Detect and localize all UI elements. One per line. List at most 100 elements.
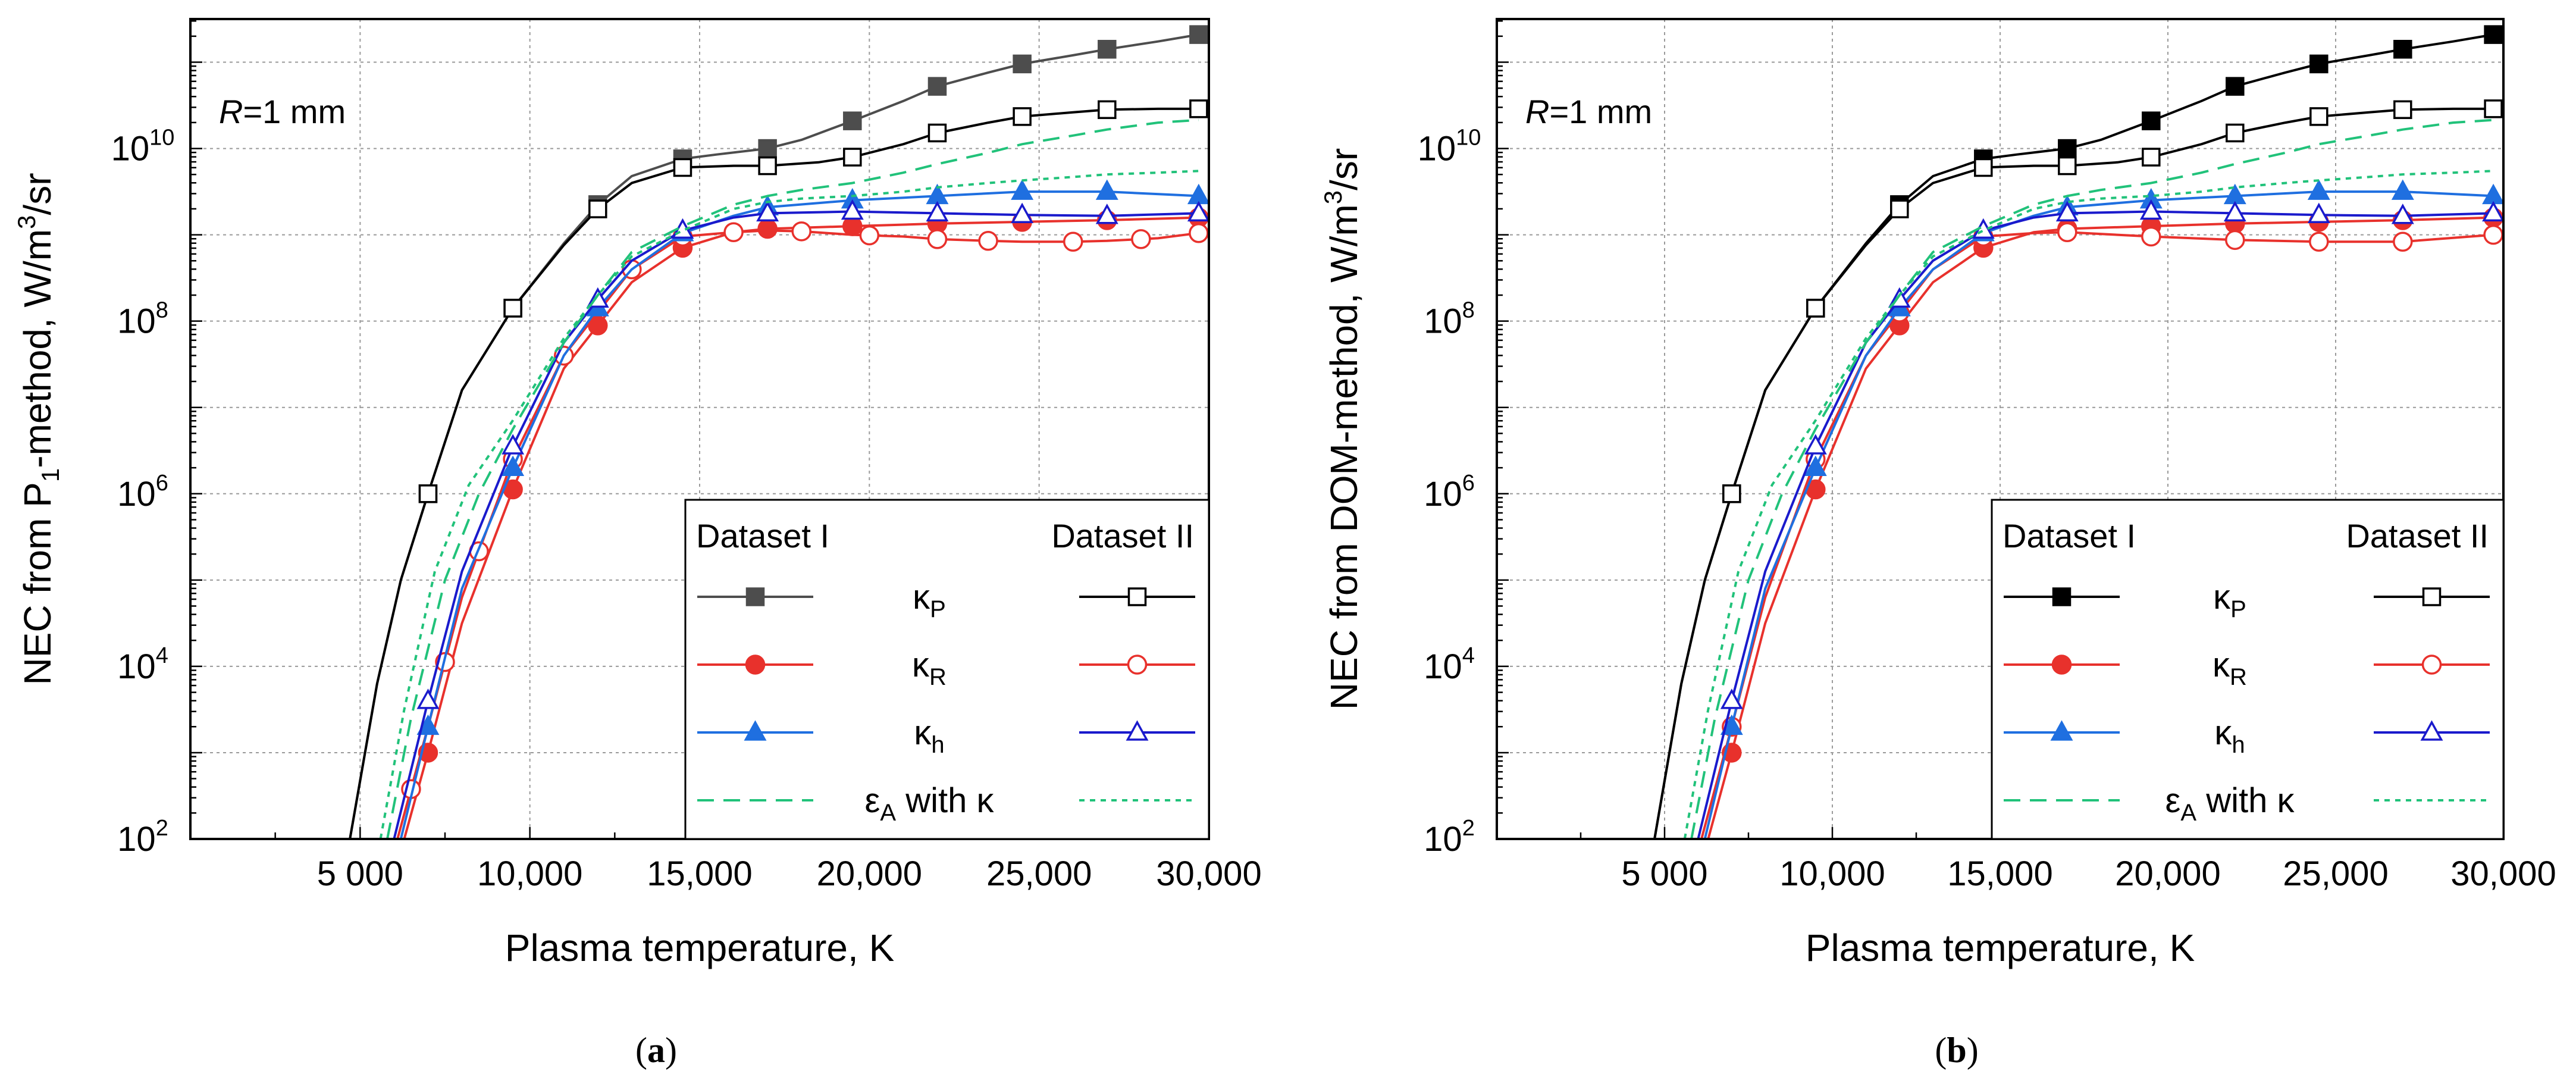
caption-paren: ( [1935,1031,1947,1070]
y-label-part: /sr [1323,148,1365,190]
legend-sub: h [931,732,944,758]
y-tick-exp: 8 [156,298,168,323]
marker-kR_II [2225,230,2245,251]
y-tick-base: 10 [111,130,150,168]
marker-kR_II [927,229,948,249]
marker-kh_II [2482,201,2503,222]
legend-sub: R [929,664,947,690]
marker-kP_II [927,123,947,143]
x-tick-label: 10,000 [1779,854,1885,893]
legend-symbol: ε [865,781,880,820]
marker-kP_I [1098,40,1117,59]
x-tick-label: 10,000 [477,854,582,893]
marker-kR_II [978,231,998,251]
legend-symbol: κ [913,578,930,616]
panel-caption: (a) [635,1031,677,1070]
marker-kP_II [1098,100,1117,120]
marker-kP_II [2226,123,2245,143]
y-tick-label: 106 [117,471,168,513]
marker-kh_II [2223,201,2246,222]
marker-kP_II [2058,156,2077,176]
y-tick-base: 10 [1424,647,1462,686]
marker-kh_I [2391,179,2414,200]
annotation-rest: =1 mm [1549,93,1652,130]
legend-marker-kR_II [1127,655,1148,675]
marker-kP_II [2142,148,2161,167]
y-tick-exp: 6 [156,471,168,496]
x-axis-label: Plasma temperature, K [505,926,895,969]
legend-label: κP [913,578,946,622]
legend-marker-kh_I [2050,720,2073,741]
legend-marker-kR_I [745,655,766,675]
marker-kP_II [2393,40,2412,59]
legend-symbol: ε [2166,781,2181,820]
marker-kR_II [2393,231,2413,252]
marker-kh_I [2307,179,2330,200]
legend-symbol: κ [2213,646,2230,684]
marker-kh_II [502,434,525,455]
x-tick-label: 5 000 [317,854,403,893]
series-line-eps_I [386,118,1199,839]
marker-kh_II [2139,199,2163,220]
marker-kP_I [843,111,862,130]
series-group [349,25,1209,839]
y-label-part: -method, W/m [16,229,59,468]
marker-kP_II [2484,99,2503,118]
y-axis-label: NEC from P1-method, W/m3/sr [12,173,64,685]
annotation-rest: =1 mm [243,93,346,130]
marker-kR_II [1131,229,1151,249]
y-label-part: NEC from P [16,482,59,685]
marker-kR_II [2057,222,2077,243]
y-tick-exp: 4 [1462,643,1475,668]
legend-marker-kR_II [2421,655,2442,675]
legend-marker-kh_I [744,720,767,741]
marker-kP_II [503,299,522,318]
marker-kP_II [758,156,777,176]
marker-kh_II [2307,202,2330,224]
legend-sub: A [2180,800,2196,826]
series-line-kP_II [349,107,1199,839]
legend-label: κP [2213,578,2246,622]
marker-kP_II [2309,107,2329,126]
series-line-eps_II [379,170,1199,839]
marker-kh_I [1095,179,1118,200]
marker-kP_I [758,139,777,158]
marker-kP_II [2393,100,2412,120]
legend-box [1991,499,2505,840]
marker-kP_II [2226,77,2245,96]
legend-marker-kP_I [745,587,765,606]
x-tick-label: 5 000 [1621,854,1707,893]
marker-kh_II [926,201,949,222]
y-tick-base: 10 [117,475,156,513]
radius-annotation: R=1 mm [1525,93,1652,130]
legend-marker-kR_I [2051,655,2072,675]
legend-suffix: with κ [2196,781,2295,820]
marker-kR_II [2141,226,2161,247]
marker-kh_II [1804,434,1827,455]
legend-sub: h [2232,732,2245,758]
series-line-eps_I [1690,118,2494,839]
marker-kR_II [791,221,811,242]
caption-paren: ( [635,1031,647,1070]
x-tick-label: 30,000 [2450,854,2556,893]
legend-marker-kh_II [1126,720,1149,741]
y-tick-label: 1010 [111,126,175,168]
legend-suffix: with κ [896,781,994,820]
series-group [1653,25,2503,839]
marker-kP_II [673,158,692,177]
marker-kR_II [2309,231,2329,252]
legend-header-dataset-ii: Dataset II [2346,517,2489,555]
legend-marker-kP_II [1127,587,1147,606]
chart-panel-a: 5 000 10,000 15,000 20,000 25,000 30,00010210… [12,18,1262,1070]
marker-kP_I [927,77,947,96]
y-tick-label: 108 [117,298,168,341]
y-tick-label: 106 [1424,471,1475,513]
y-tick-label: 102 [1424,816,1475,859]
series-line-kP_II [1653,107,2494,839]
y-tick-exp: 10 [149,126,174,151]
caption-letter: a [647,1031,665,1070]
marker-kP_II [418,484,438,503]
y-label-sup: 3 [12,215,40,229]
annotation-italic: R [219,93,243,130]
